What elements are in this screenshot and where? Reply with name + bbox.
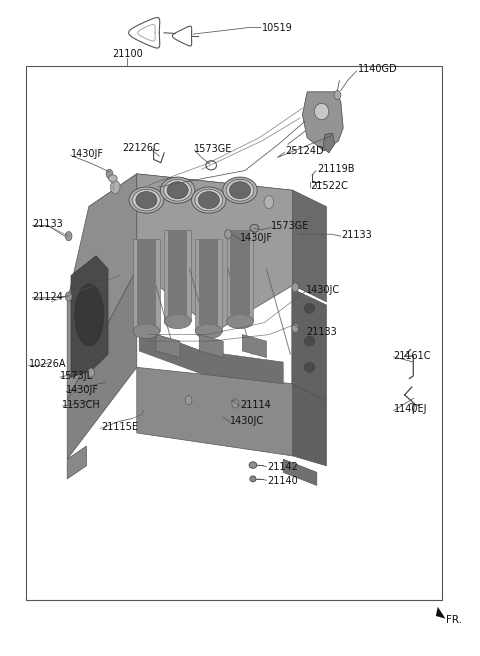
Polygon shape xyxy=(293,384,326,466)
Text: 21133: 21133 xyxy=(33,219,63,230)
Ellipse shape xyxy=(229,182,251,199)
Text: 21133: 21133 xyxy=(306,327,336,337)
Polygon shape xyxy=(283,459,317,485)
Polygon shape xyxy=(168,230,187,315)
Ellipse shape xyxy=(195,324,222,338)
Polygon shape xyxy=(323,133,335,153)
Text: 21140: 21140 xyxy=(267,476,298,486)
Circle shape xyxy=(106,169,113,178)
Text: 1430JF: 1430JF xyxy=(240,233,273,243)
Text: 21161C: 21161C xyxy=(394,350,431,361)
Circle shape xyxy=(292,323,299,333)
Text: 1430JC: 1430JC xyxy=(230,416,264,426)
Ellipse shape xyxy=(164,179,192,201)
Text: 21142: 21142 xyxy=(267,462,298,472)
Text: 1573JL: 1573JL xyxy=(60,371,93,381)
Text: 25124D: 25124D xyxy=(286,146,324,156)
Polygon shape xyxy=(199,335,223,358)
Text: 21119B: 21119B xyxy=(317,164,354,174)
Text: 1140GD: 1140GD xyxy=(358,64,397,74)
Text: FR.: FR. xyxy=(446,615,462,625)
Ellipse shape xyxy=(75,283,104,346)
Polygon shape xyxy=(137,239,156,325)
Polygon shape xyxy=(227,230,253,321)
Polygon shape xyxy=(199,239,218,325)
Ellipse shape xyxy=(133,324,160,338)
Polygon shape xyxy=(230,230,250,315)
Circle shape xyxy=(65,232,72,241)
Ellipse shape xyxy=(167,182,188,199)
Polygon shape xyxy=(156,335,180,358)
Text: 21114: 21114 xyxy=(240,400,271,410)
Text: 1153CH: 1153CH xyxy=(62,400,101,410)
Circle shape xyxy=(264,195,274,209)
Circle shape xyxy=(232,399,239,408)
Ellipse shape xyxy=(314,103,329,119)
Text: 1430JC: 1430JC xyxy=(306,285,340,295)
Polygon shape xyxy=(137,367,293,456)
Ellipse shape xyxy=(164,314,191,329)
Ellipse shape xyxy=(129,187,164,213)
Ellipse shape xyxy=(136,192,157,209)
Text: 21100: 21100 xyxy=(112,49,143,60)
Text: 21115E: 21115E xyxy=(101,422,138,432)
Text: 10519: 10519 xyxy=(262,22,292,33)
Ellipse shape xyxy=(304,336,315,346)
Ellipse shape xyxy=(249,462,257,468)
Polygon shape xyxy=(139,328,283,384)
Text: 21522C: 21522C xyxy=(311,180,348,191)
Text: 1430JF: 1430JF xyxy=(71,149,104,159)
Text: 10226A: 10226A xyxy=(29,359,66,369)
Ellipse shape xyxy=(198,192,219,209)
Polygon shape xyxy=(195,239,222,331)
Polygon shape xyxy=(67,446,86,479)
Polygon shape xyxy=(137,174,293,331)
Text: 1573GE: 1573GE xyxy=(271,221,310,232)
Circle shape xyxy=(88,368,95,377)
Text: 21133: 21133 xyxy=(341,230,372,240)
Polygon shape xyxy=(89,174,293,223)
Circle shape xyxy=(334,91,341,100)
Ellipse shape xyxy=(195,189,223,211)
Bar xyxy=(26,66,442,600)
Circle shape xyxy=(110,180,120,194)
Text: 1140EJ: 1140EJ xyxy=(394,404,427,415)
Polygon shape xyxy=(292,289,326,400)
Ellipse shape xyxy=(132,189,160,211)
Ellipse shape xyxy=(304,303,315,314)
Ellipse shape xyxy=(304,362,315,373)
Ellipse shape xyxy=(192,187,226,213)
Circle shape xyxy=(292,283,299,292)
Text: 1573GE: 1573GE xyxy=(194,144,233,154)
Polygon shape xyxy=(133,239,160,331)
Polygon shape xyxy=(67,269,137,459)
Text: 1430JF: 1430JF xyxy=(66,385,99,396)
Polygon shape xyxy=(302,92,343,151)
Circle shape xyxy=(225,230,231,239)
Text: 22126C: 22126C xyxy=(123,142,160,153)
Polygon shape xyxy=(242,335,266,358)
Ellipse shape xyxy=(108,174,117,182)
Polygon shape xyxy=(293,190,326,302)
Ellipse shape xyxy=(160,177,195,203)
Polygon shape xyxy=(436,607,445,619)
Ellipse shape xyxy=(223,177,257,203)
Polygon shape xyxy=(67,174,137,400)
Text: 21124: 21124 xyxy=(33,291,63,302)
Circle shape xyxy=(65,292,72,301)
Polygon shape xyxy=(164,230,191,321)
Ellipse shape xyxy=(250,476,256,482)
Polygon shape xyxy=(71,256,108,377)
Ellipse shape xyxy=(226,179,254,201)
Circle shape xyxy=(185,396,192,405)
Ellipse shape xyxy=(227,314,253,329)
